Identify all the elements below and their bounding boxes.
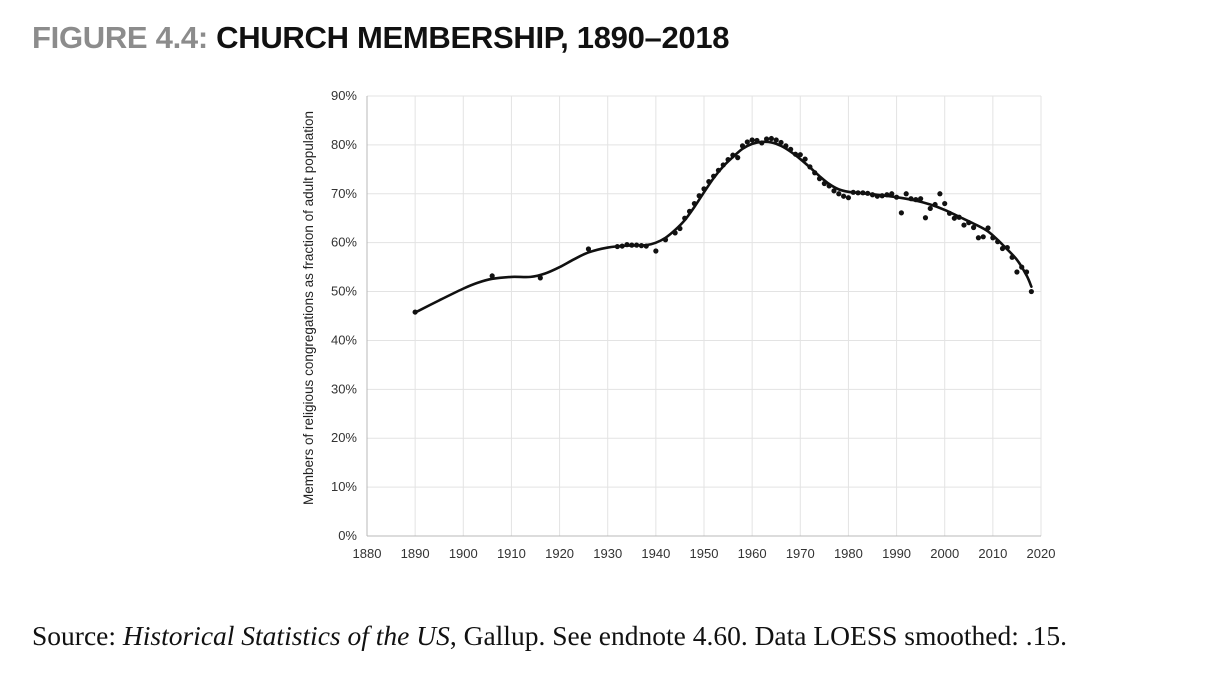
data-point — [836, 191, 842, 197]
data-point — [951, 215, 957, 221]
data-point — [971, 224, 977, 231]
x-tick-label: 1890 — [401, 546, 430, 561]
data-point — [927, 205, 933, 212]
y-tick-label: 20% — [331, 430, 357, 445]
data-point — [585, 246, 592, 252]
source-title: Historical Statistics of the US — [122, 620, 450, 651]
source-note: Source: Historical Statistics of the US,… — [32, 620, 1067, 652]
y-tick-label: 0% — [338, 528, 357, 543]
data-point — [922, 215, 929, 221]
x-tick-label: 1940 — [641, 546, 670, 561]
y-tick-label: 60% — [331, 235, 357, 250]
x-tick-label: 1920 — [545, 546, 574, 561]
data-point — [975, 235, 982, 241]
loess-line — [413, 140, 1033, 314]
y-tick-labels: 0% 10% 20% 30% 40% 50% 60% 70% 80% 90% — [331, 88, 357, 543]
grid-lines — [367, 95, 1042, 536]
figure-label: FIGURE 4.4: — [32, 20, 208, 55]
data-point — [778, 139, 784, 146]
x-tick-label: 1900 — [449, 546, 478, 561]
data-point — [744, 139, 750, 145]
x-tick-label: 1930 — [593, 546, 622, 561]
axes — [366, 96, 1041, 537]
data-point — [797, 152, 803, 158]
data-point — [903, 191, 909, 197]
data-point — [845, 195, 852, 201]
x-tick-label: 2010 — [978, 546, 1007, 561]
data-point — [1028, 288, 1034, 295]
x-tick-label: 1960 — [738, 546, 767, 561]
data-point — [980, 234, 986, 240]
x-tick-label: 1970 — [786, 546, 815, 561]
data-point — [653, 248, 659, 254]
data-point — [1014, 269, 1020, 275]
y-tick-label: 10% — [331, 479, 357, 494]
data-point — [918, 196, 924, 202]
x-tick-label: 1950 — [690, 546, 719, 561]
y-tick-label: 50% — [331, 284, 357, 299]
x-tick-labels: 1880 1890 1900 1910 1920 1930 1940 1950 1960 1970… — [353, 546, 1056, 561]
data-point — [841, 193, 847, 199]
x-tick-label: 1880 — [353, 546, 382, 561]
y-tick-label: 80% — [331, 137, 357, 152]
figure-title: FIGURE 4.4: CHURCH MEMBERSHIP, 1890–2018 — [32, 20, 730, 56]
y-tick-label: 90% — [331, 88, 357, 103]
data-point — [942, 200, 948, 207]
y-tick-label: 70% — [331, 186, 357, 201]
y-axis-label: Members of religious congregations as fr… — [301, 111, 316, 505]
data-point — [961, 222, 967, 228]
data-point — [735, 155, 741, 161]
source-prefix: Source: — [32, 620, 123, 651]
source-suffix: , Gallup. See endnote 4.60. Data LOESS s… — [449, 620, 1067, 651]
figure-name: CHURCH MEMBERSHIP, 1890–2018 — [216, 20, 730, 55]
x-tick-label: 2020 — [1027, 546, 1056, 561]
data-point — [489, 273, 495, 279]
x-tick-label: 1990 — [882, 546, 911, 561]
data-point — [763, 136, 770, 142]
data-point — [937, 191, 943, 197]
church-membership-chart: 0% 10% 20% 30% 40% 50% 60% 70% 80% 90% 1880 1890 19… — [301, 88, 1056, 561]
data-point — [773, 137, 779, 143]
x-tick-label: 1910 — [497, 546, 526, 561]
data-point — [898, 210, 904, 216]
data-point — [831, 188, 837, 194]
x-tick-label: 2000 — [930, 546, 959, 561]
y-tick-label: 40% — [331, 332, 357, 347]
x-tick-label: 1980 — [834, 546, 863, 561]
data-point — [749, 137, 755, 143]
y-tick-label: 30% — [331, 381, 357, 396]
data-points — [412, 135, 1034, 315]
data-point — [768, 135, 775, 142]
loess-trend-line — [413, 140, 1033, 314]
